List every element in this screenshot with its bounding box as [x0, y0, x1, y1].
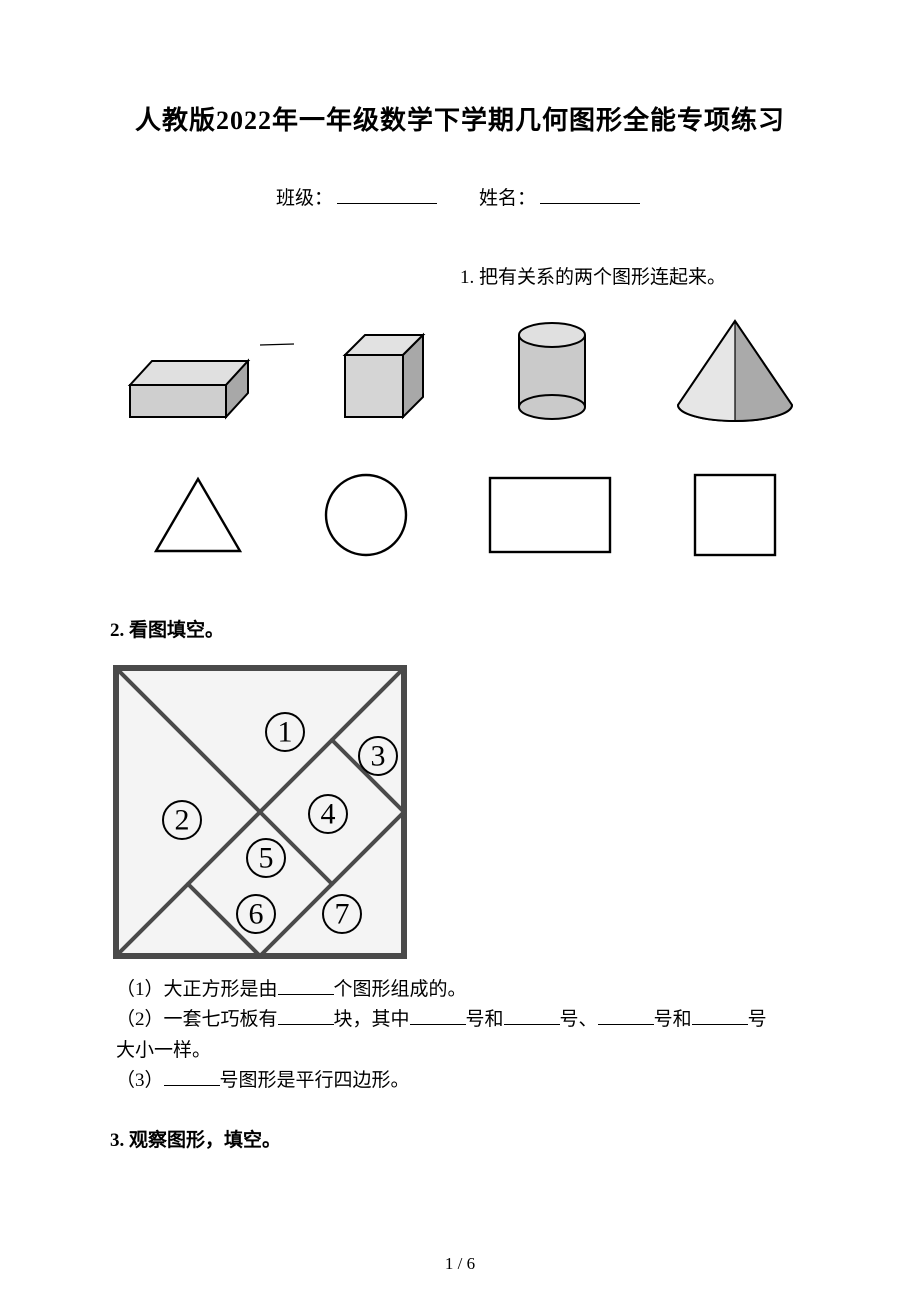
page-title: 人教版2022年一年级数学下学期几何图形全能专项练习	[110, 100, 810, 137]
q2-1a: （1）大正方形是由	[116, 979, 278, 1000]
q2-blank-5[interactable]	[598, 1005, 654, 1025]
rectangle-outline	[485, 473, 615, 562]
name-label: 姓名：	[479, 188, 536, 209]
q3-heading: 3. 观察图形，填空。	[110, 1125, 810, 1152]
q2-blank-2[interactable]	[278, 1005, 334, 1025]
triangle-outline	[150, 473, 246, 562]
tangram-label-3: 3	[371, 740, 386, 773]
student-info-row: 班级： 姓名：	[110, 183, 810, 210]
q2-text: （1）大正方形是由 个图形组成的。 （2）一套七巧板有 块，其中 号和 号、 号和 号 大小…	[116, 975, 810, 1097]
q1-instruction: 1. 把有关系的两个图形连起来。	[460, 262, 810, 289]
tangram-label-7: 7	[335, 898, 350, 931]
circle-outline	[321, 470, 411, 565]
name-blank[interactable]	[540, 184, 640, 204]
q2-2e: 号和	[654, 1009, 692, 1030]
q2-2c: 号和	[466, 1009, 504, 1030]
q2-blank-1[interactable]	[278, 975, 334, 995]
q2-2f: 号	[748, 1009, 767, 1030]
q2-blank-4[interactable]	[504, 1005, 560, 1025]
class-label: 班级：	[276, 188, 333, 209]
cone-solid	[670, 315, 800, 430]
q2-blank-6[interactable]	[692, 1005, 748, 1025]
cylinder-solid	[507, 315, 597, 430]
tangram-label-4: 4	[321, 798, 336, 831]
row-3d-shapes	[120, 315, 800, 430]
tangram-label-1: 1	[278, 716, 293, 749]
cube-solid	[333, 325, 433, 430]
row-2d-shapes	[150, 470, 780, 565]
q2-1b: 个图形组成的。	[334, 979, 467, 1000]
stray-mark	[260, 343, 294, 347]
cuboid-solid	[120, 345, 260, 430]
class-blank[interactable]	[337, 184, 437, 204]
q2-blank-7[interactable]	[164, 1066, 220, 1086]
square-outline	[690, 470, 780, 565]
q2-2g: 大小一样。	[116, 1040, 211, 1061]
q2-2d: 号、	[560, 1009, 598, 1030]
tangram-figure: 1 2 3 4 5 6 7	[110, 662, 810, 967]
q2-blank-3[interactable]	[410, 1005, 466, 1025]
q2-2b: 块，其中	[334, 1009, 410, 1030]
q2-3b: 号图形是平行四边形。	[220, 1070, 410, 1091]
tangram-label-2: 2	[175, 804, 190, 837]
q2-3a: （3）	[116, 1070, 164, 1091]
tangram-label-5: 5	[259, 842, 274, 875]
tangram-label-6: 6	[249, 898, 264, 931]
q2-2a: （2）一套七巧板有	[116, 1009, 278, 1030]
page-number: 1 / 6	[0, 1254, 920, 1274]
worksheet-page: 人教版2022年一年级数学下学期几何图形全能专项练习 班级： 姓名： 1. 把有…	[0, 0, 920, 1302]
q2-heading: 2. 看图填空。	[110, 615, 810, 642]
